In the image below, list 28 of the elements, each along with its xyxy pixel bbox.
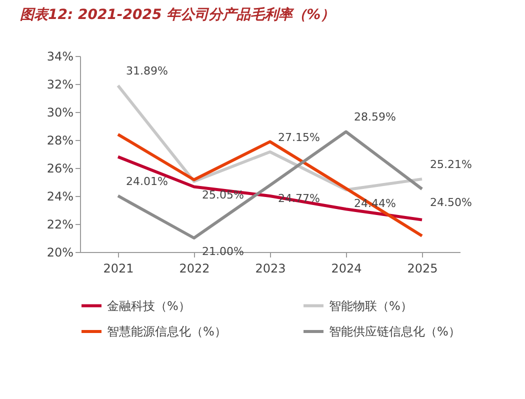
data-label: 28.59% [354, 110, 396, 124]
line-series [116, 84, 424, 192]
y-tick-label: 34% [46, 50, 74, 64]
data-label: 27.15% [278, 130, 320, 144]
y-tick-label: 20% [46, 246, 74, 260]
x-tick-label: 2022 [179, 262, 210, 276]
x-tick-label: 2025 [407, 262, 438, 276]
y-tick-label: 30% [46, 106, 74, 120]
chart-title: 图表12: 2021-2025 年公司分产品毛利率（%） [20, 6, 335, 23]
x-tick-label: 2024 [331, 262, 362, 276]
data-label: 25.21% [430, 158, 472, 172]
legend-label: 金融科技（%） [107, 298, 190, 313]
data-label: 25.05% [202, 188, 244, 202]
data-label: 21.00% [202, 245, 244, 258]
x-tick-label: 2021 [103, 262, 134, 276]
legend-label: 智能供应链信息化（%） [329, 324, 460, 338]
legend-label: 智能物联（%） [329, 298, 412, 313]
y-tick-label: 24% [46, 190, 74, 204]
line-series [116, 155, 424, 222]
data-label: 24.50% [430, 196, 472, 209]
data-label: 24.01% [126, 174, 168, 188]
y-tick-label: 32% [46, 78, 74, 92]
data-label: 31.89% [126, 64, 168, 78]
y-tick-label: 26% [46, 162, 74, 176]
x-tick-label: 2023 [255, 262, 286, 276]
legend-label: 智慧能源信息化（%） [107, 324, 226, 338]
y-tick-label: 22% [46, 218, 74, 232]
y-tick-label: 28% [46, 134, 74, 148]
